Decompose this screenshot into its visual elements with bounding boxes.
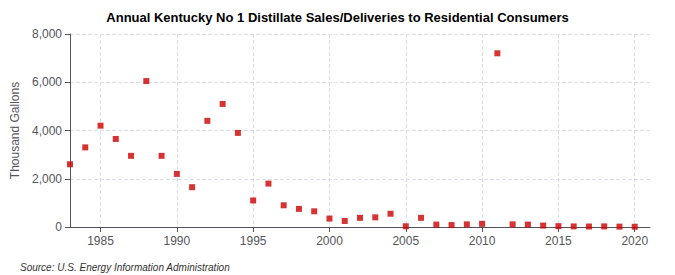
svg-text:4,000: 4,000 xyxy=(32,124,62,138)
svg-text:6,000: 6,000 xyxy=(32,75,62,89)
svg-text:2015: 2015 xyxy=(545,234,572,248)
svg-text:2005: 2005 xyxy=(392,234,419,248)
svg-text:2,000: 2,000 xyxy=(32,172,62,186)
svg-text:Annual Kentucky No 1 Distillat: Annual Kentucky No 1 Distillate Sales/De… xyxy=(106,10,568,25)
svg-text:8,000: 8,000 xyxy=(32,27,62,41)
svg-text:0: 0 xyxy=(55,220,62,234)
svg-text:2020: 2020 xyxy=(621,234,648,248)
svg-text:Thousand Gallons: Thousand Gallons xyxy=(8,82,22,179)
svg-text:1985: 1985 xyxy=(87,234,114,248)
svg-text:1990: 1990 xyxy=(163,234,190,248)
svg-text:1995: 1995 xyxy=(240,234,267,248)
svg-text:2000: 2000 xyxy=(316,234,343,248)
svg-text:2010: 2010 xyxy=(469,234,496,248)
svg-text:Source: U.S. Energy Informatio: Source: U.S. Energy Information Administ… xyxy=(20,262,230,273)
